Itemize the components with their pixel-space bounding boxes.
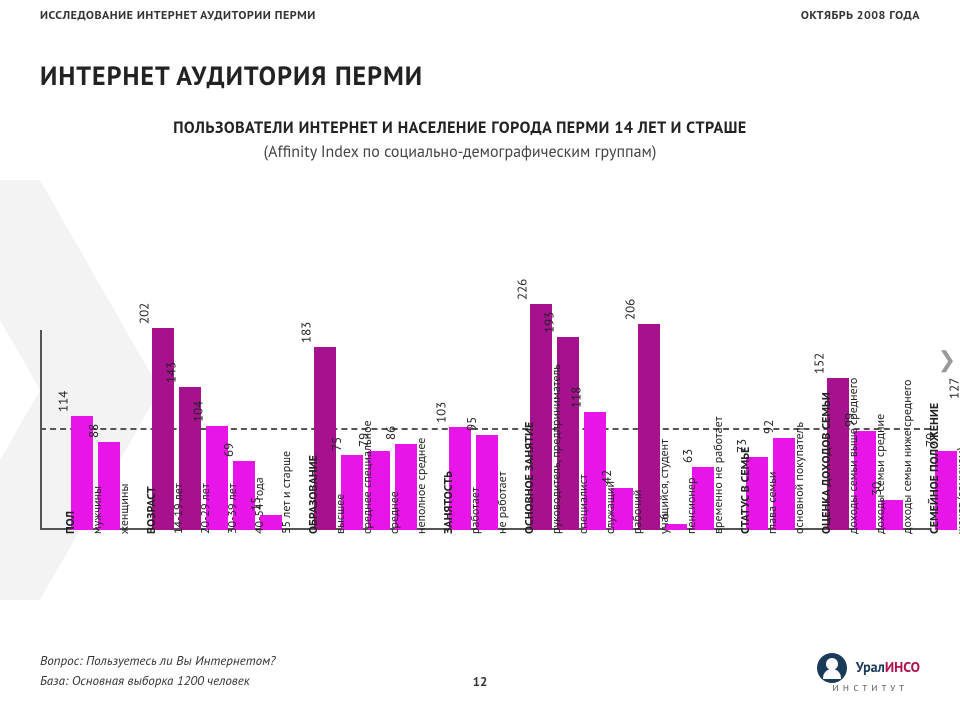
bar-value: 127 <box>945 378 960 399</box>
bar-label: 14-19 лет <box>171 483 186 534</box>
bar-value: 193 <box>540 312 557 333</box>
bar-label: работает <box>468 487 483 534</box>
bar-label: доходы семьи ниже среднего <box>900 380 915 534</box>
bar-value: 183 <box>297 322 314 343</box>
bar-label: среднее <box>387 491 402 534</box>
footer-base: База: Основная выборка 1200 человек <box>40 671 276 691</box>
bar-label: глава семьи <box>765 472 780 534</box>
affinity-bar-chart: 1148820214310469151837579861039522619311… <box>40 190 930 620</box>
bar-value: 114 <box>54 391 71 412</box>
group-label: ОЦЕНКА ДОХОДОВ СЕМЬИ <box>819 392 834 534</box>
bar-value: 92 <box>760 420 777 434</box>
bar-label: доходы семьи выше среднего <box>846 378 861 534</box>
page-number: 12 <box>473 673 488 690</box>
bar-label: среднее специальное <box>360 420 375 534</box>
y-axis <box>40 330 42 530</box>
uralins-logo: УралИНСО И Н С Т И Т У Т <box>817 653 920 694</box>
bar-value: 69 <box>220 443 237 457</box>
bar-value: 95 <box>463 417 480 431</box>
group-label: ОСНОВНОЕ ЗАНЯТИЕ <box>522 422 537 534</box>
footer-question: Вопрос: Пользуетесь ли Вы Интернетом? <box>40 651 276 671</box>
bar-label: доходы семьи средние <box>873 414 888 534</box>
bar-value: 86 <box>382 426 399 440</box>
bar-label: женщины <box>117 484 132 534</box>
bar-label: 55 лет и старше <box>279 451 294 534</box>
bar-label: основной покупатель <box>792 422 807 534</box>
bar-value: 103 <box>432 402 449 423</box>
page-title: ИНТЕРНЕТ АУДИТОРИЯ ПЕРМИ <box>40 60 423 93</box>
group-label: ПОЛ <box>63 511 78 534</box>
bar-value: 202 <box>135 303 152 324</box>
bar-value: 206 <box>621 299 638 320</box>
bar-label: временно не работает <box>711 416 726 534</box>
bar-label: высшее <box>333 494 348 534</box>
bar-value: 88 <box>85 424 102 438</box>
bar-label: мужчины <box>90 486 105 534</box>
group-label: ВОЗРАСТ <box>144 486 159 534</box>
bar-label: рабочий <box>630 490 645 534</box>
bar-value: 226 <box>513 279 530 300</box>
logo-badge-icon <box>817 653 847 683</box>
group-label: СТАТУС В СЕМЬЕ <box>738 447 753 534</box>
bar-label: 40-54 года <box>252 477 267 534</box>
group-label: ОБРАЗОВАНИЕ <box>306 455 321 534</box>
bar-label: служащий <box>603 481 618 534</box>
bar-label: пенсионер <box>684 478 699 534</box>
next-arrow-icon[interactable]: ❯ <box>938 346 956 374</box>
header-left: ИССЛЕДОВАНИЕ ИНТЕРНЕТ АУДИТОРИИ ПЕРМИ <box>40 8 316 23</box>
bar-label: специалист <box>576 474 591 534</box>
bar-value: 152 <box>810 353 827 374</box>
bar-value: 75 <box>328 437 345 451</box>
bar-value: 143 <box>162 362 179 383</box>
group-label: СЕМЕЙНОЕ ПОЛОЖЕНИЕ <box>927 403 942 534</box>
chart-title: ПОЛЬЗОВАТЕЛИ ИНТЕРНЕТ И НАСЕЛЕНИЕ ГОРОДА… <box>0 118 920 138</box>
bar-label: не работает <box>495 472 510 535</box>
bar-value: 63 <box>679 449 696 463</box>
bar-label: женат (замужем) <box>954 447 960 534</box>
bar-label: неполное среднее <box>414 438 429 534</box>
bar-value: 118 <box>567 387 584 408</box>
bar-label: 30-39 лет <box>225 483 240 534</box>
group-label: ЗАНЯТОСТЬ <box>441 471 456 534</box>
bar-label: учащийся, студент <box>657 439 672 534</box>
chart-subtitle: (Affinity Index по социально-демографиче… <box>0 142 920 162</box>
bar-value: 104 <box>189 401 206 422</box>
bar-label: 20-29 лет <box>198 483 213 534</box>
header-right: ОКТЯБРЬ 2008 ГОДА <box>801 8 920 23</box>
bar-label: руководитель, предприниматель <box>549 364 564 534</box>
